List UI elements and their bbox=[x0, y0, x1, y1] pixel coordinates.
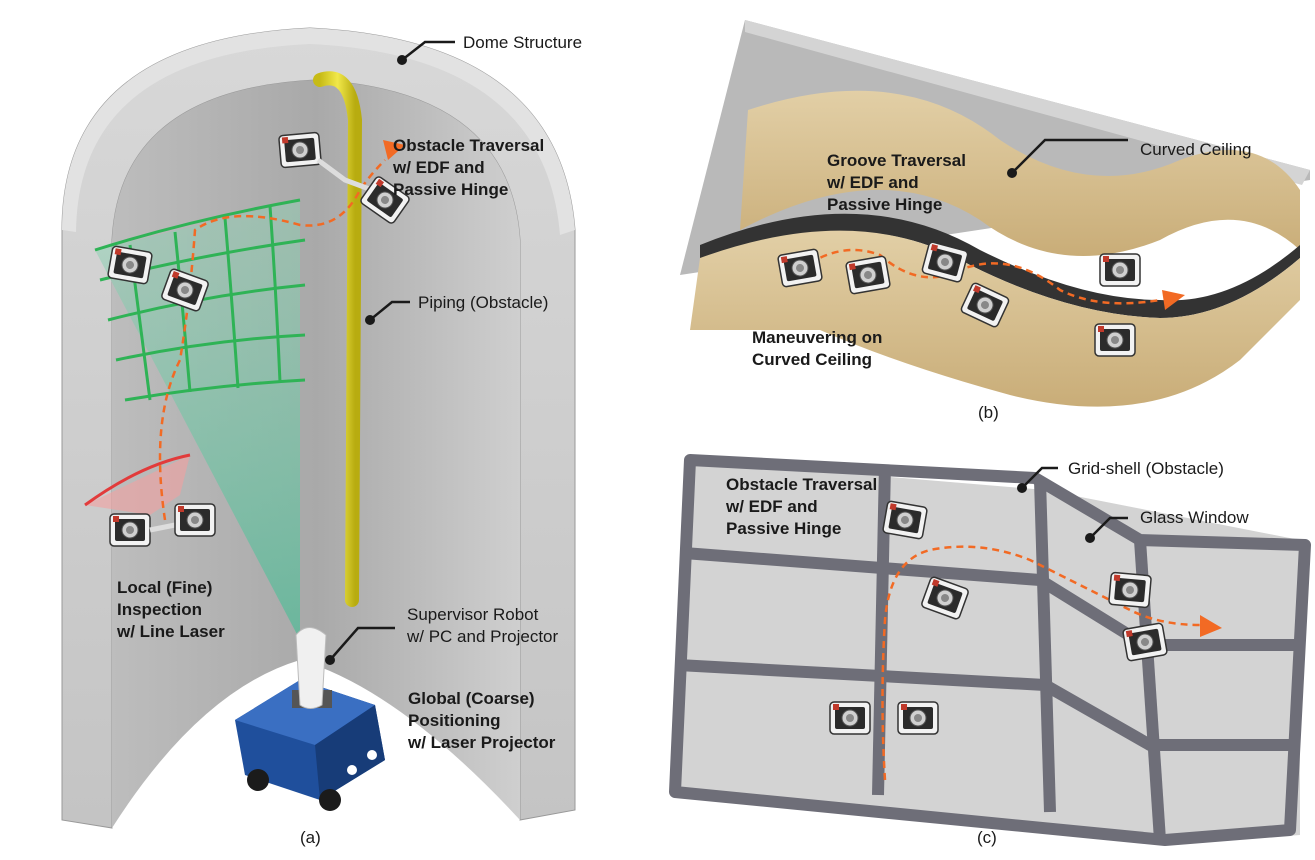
label-curved-ceiling: Curved Ceiling bbox=[1140, 140, 1252, 159]
label-piping: Piping (Obstacle) bbox=[418, 293, 549, 312]
label-grid-shell: Grid-shell (Obstacle) bbox=[1068, 459, 1224, 478]
robot-laser-a bbox=[109, 503, 216, 547]
caption-a: (a) bbox=[300, 828, 321, 847]
label-global-positioning: Global (Coarse) Positioning w/ Laser Pro… bbox=[408, 689, 556, 752]
label-obstacle-traversal-c: Obstacle Traversal w/ EDF and Passive Hi… bbox=[726, 475, 878, 538]
label-maneuvering: Maneuvering on Curved Ceiling bbox=[752, 328, 883, 369]
caption-b: (b) bbox=[978, 403, 999, 422]
label-dome-structure: Dome Structure bbox=[463, 33, 583, 52]
label-groove-traversal: Groove Traversal w/ EDF and Passive Hing… bbox=[827, 151, 966, 214]
path-arrowhead-a bbox=[383, 140, 405, 160]
robot-path-a bbox=[158, 159, 386, 521]
caption-c: (c) bbox=[977, 828, 997, 847]
robot-upper-a bbox=[277, 131, 412, 226]
path-arrowhead-c bbox=[1200, 615, 1222, 637]
label-obstacle-traversal-a: Obstacle Traversal w/ EDF and Passive Hi… bbox=[393, 136, 545, 199]
line-laser-fan bbox=[85, 455, 190, 515]
supervisor-robot bbox=[235, 627, 385, 811]
label-glass-window: Glass Window bbox=[1140, 508, 1249, 527]
label-local-inspection: Local (Fine) Inspection w/ Line Laser bbox=[117, 578, 225, 641]
piping bbox=[313, 71, 363, 607]
line-laser-line bbox=[84, 453, 191, 507]
label-supervisor-robot: Supervisor Robot w/ PC and Projector bbox=[407, 605, 559, 646]
panel-c-gridshell bbox=[669, 454, 1311, 846]
path-arrowhead-b bbox=[1162, 290, 1185, 310]
